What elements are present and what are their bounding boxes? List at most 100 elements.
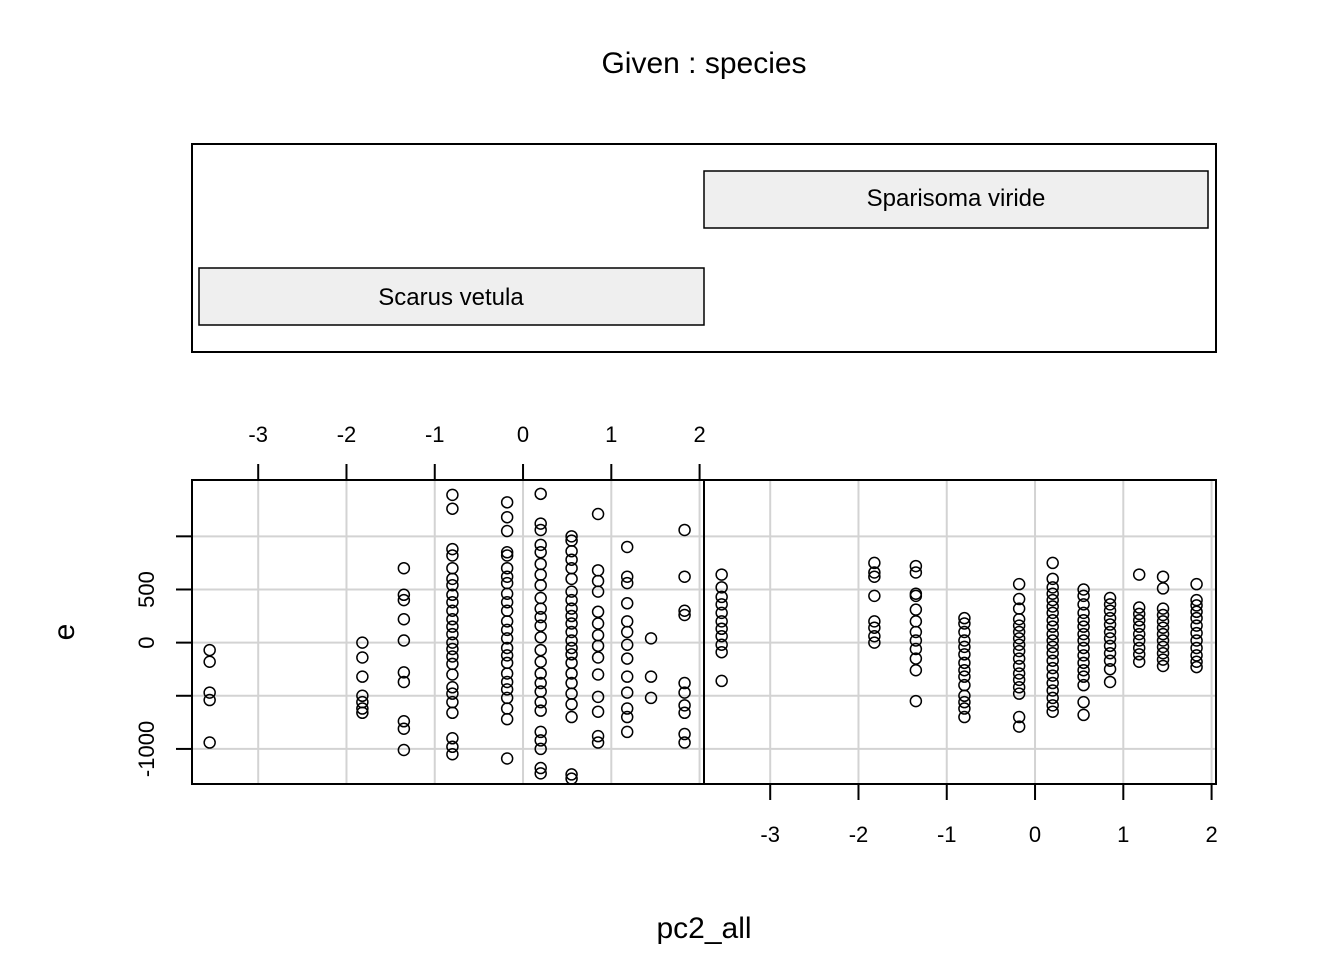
data-point (1012, 673, 1026, 687)
data-point (620, 615, 634, 628)
data-point (565, 617, 578, 630)
data-point (446, 650, 459, 663)
data-point (565, 667, 578, 680)
data-point (1046, 647, 1059, 660)
x-tick-label-top: 0 (517, 422, 529, 447)
data-point (868, 556, 881, 570)
data-point (1046, 691, 1059, 705)
data-point (1103, 591, 1117, 605)
data-point (1046, 661, 1059, 675)
data-point (446, 747, 459, 761)
data-point (644, 670, 658, 683)
data-point (909, 642, 923, 656)
data-point (678, 686, 691, 699)
data-point (1077, 598, 1090, 611)
data-point (534, 523, 547, 537)
data-point (1046, 627, 1059, 641)
data-point (446, 588, 459, 602)
data-point (1103, 618, 1117, 631)
data-point (500, 561, 514, 575)
data-point (1132, 601, 1146, 614)
data-point (500, 524, 514, 538)
data-point (565, 572, 578, 586)
strip-label-sparisoma-viride: Sparisoma viride (867, 185, 1046, 212)
data-point (868, 615, 881, 628)
data-point (620, 710, 634, 724)
data-point (1103, 598, 1117, 611)
data-point (446, 657, 459, 671)
data-point (909, 634, 923, 647)
data-point (446, 706, 459, 720)
data-point (356, 689, 369, 703)
data-point (446, 542, 459, 556)
data-point (1103, 647, 1117, 660)
x-tick-label-top: 2 (693, 422, 705, 447)
data-point (534, 734, 547, 747)
data-point (958, 678, 971, 692)
data-point (1077, 583, 1090, 596)
x-tick-label-bottom: 1 (1117, 822, 1129, 847)
data-point (1077, 620, 1090, 633)
data-point (1132, 607, 1146, 621)
data-point (1190, 619, 1203, 632)
data-point (500, 623, 514, 637)
data-point (620, 686, 634, 699)
data-point (534, 695, 547, 709)
data-point (1046, 684, 1059, 697)
data-point (909, 664, 923, 677)
data-point (1156, 570, 1170, 583)
data-point (678, 699, 691, 712)
data-point (1190, 611, 1203, 625)
data-point (534, 546, 547, 559)
data-point (534, 602, 547, 615)
data-point (397, 715, 411, 728)
data-point (1046, 705, 1059, 718)
data-point (203, 655, 216, 669)
data-point (397, 588, 411, 602)
data-point (500, 752, 514, 765)
data-point (446, 549, 459, 562)
x-tick-label-bottom: -2 (849, 822, 869, 847)
data-point (356, 695, 369, 709)
data-point (868, 566, 881, 579)
data-point (1012, 710, 1026, 724)
data-point (1103, 632, 1117, 645)
data-point (500, 691, 514, 705)
data-point (1132, 620, 1146, 633)
data-point (1190, 605, 1203, 619)
data-point (500, 632, 514, 645)
data-point (958, 710, 971, 724)
data-point (909, 603, 923, 616)
data-point (958, 695, 971, 709)
data-point (565, 625, 578, 639)
data-point (1077, 641, 1090, 655)
data-point (958, 640, 971, 654)
data-point (446, 636, 459, 649)
data-point (534, 487, 547, 501)
data-point (565, 710, 578, 724)
data-point (534, 619, 547, 632)
data-point (1132, 568, 1146, 581)
data-point (397, 593, 411, 607)
data-point (958, 670, 971, 683)
data-point (446, 612, 459, 626)
data-point (1156, 640, 1170, 654)
data-point (1132, 614, 1146, 627)
data-point (500, 667, 514, 680)
data-point (1190, 641, 1203, 655)
data-point (203, 736, 216, 749)
data-point (397, 743, 411, 757)
data-point (678, 608, 691, 622)
data-point (500, 712, 514, 726)
data-point (678, 706, 691, 720)
data-point (356, 702, 369, 715)
data-point (620, 576, 634, 590)
data-point (909, 559, 923, 573)
data-point (500, 570, 514, 583)
data-point (678, 523, 691, 537)
data-point (620, 570, 634, 583)
data-point (534, 676, 547, 690)
data-point (591, 605, 605, 619)
data-point (1156, 615, 1170, 628)
data-point (1190, 626, 1203, 640)
